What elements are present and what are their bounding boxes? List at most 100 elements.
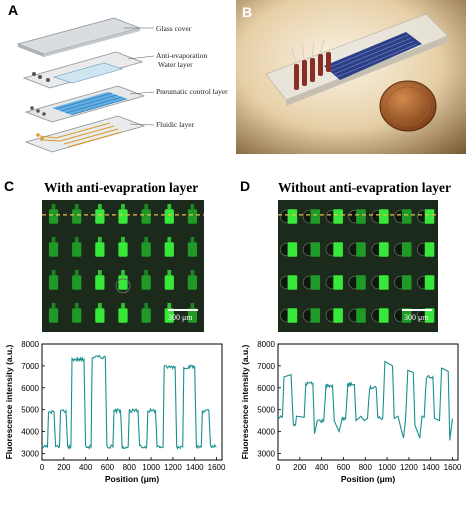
glass-cover-layer	[16, 17, 142, 55]
well	[371, 242, 389, 257]
scalebar-label-d: 300 μm	[404, 313, 429, 322]
well	[348, 275, 366, 290]
intensity-profile-c: 3000 4000 5000 6000 7000 8000 0 200 400 600 800 100…	[4, 340, 226, 484]
y-axis-label: Fluorescence intensity (a.u.)	[240, 344, 250, 459]
well	[141, 236, 151, 257]
well	[417, 308, 435, 323]
x-tick-label: 1000	[378, 463, 396, 472]
x-tick-label: 0	[40, 463, 45, 472]
x-tick-label: 600	[337, 463, 351, 472]
well	[302, 275, 321, 290]
x-tick-label: 0	[276, 463, 281, 472]
well	[325, 275, 343, 290]
well	[302, 209, 321, 224]
well	[348, 209, 366, 224]
well	[394, 209, 412, 224]
well	[95, 269, 105, 290]
well	[164, 269, 174, 290]
well	[394, 308, 412, 323]
y-tick-label: 5000	[21, 406, 39, 415]
plot-frame	[41, 343, 223, 461]
penny-coin	[379, 80, 437, 132]
panel-letter-c: C	[4, 178, 15, 194]
well	[95, 236, 105, 257]
well	[394, 242, 412, 257]
well	[302, 308, 321, 323]
label-anti-evaporation: Anti-evaporation	[156, 51, 208, 60]
well	[48, 203, 59, 224]
well	[48, 302, 59, 323]
micrograph-without-layer	[278, 200, 438, 332]
well	[302, 242, 321, 257]
x-tick-label: 1600	[444, 463, 462, 472]
well	[72, 302, 82, 323]
micrograph-wells	[42, 200, 204, 332]
x-tick-label: 400	[315, 463, 329, 472]
tubing-ports	[294, 52, 331, 90]
device-photo	[236, 0, 466, 154]
well	[48, 236, 59, 257]
scalebar-label-c: 300 μm	[168, 313, 193, 322]
x-tick-label: 1600	[208, 463, 226, 472]
well	[371, 275, 389, 290]
x-tick-label: 200	[293, 463, 307, 472]
well	[118, 236, 128, 257]
y-tick-label: 8000	[21, 340, 39, 349]
panel-title-c: With anti-evapration layer	[44, 180, 199, 195]
well	[187, 269, 198, 290]
label-pneumatic: Pneumatic control layer	[156, 87, 228, 96]
x-axis-label: Position (μm)	[341, 474, 395, 484]
well	[141, 269, 151, 290]
glass-cover-edge	[18, 44, 44, 57]
well	[371, 209, 389, 224]
y-axis-label: Fluorescence intensity (a.u.)	[4, 344, 14, 459]
y-tick-label: 7000	[21, 362, 39, 371]
y-tick-label: 5000	[257, 406, 275, 415]
y-tick-label: 4000	[257, 428, 275, 437]
well	[279, 242, 298, 257]
well	[187, 236, 198, 257]
x-tick-label: 1200	[164, 463, 182, 472]
well	[279, 308, 298, 323]
well	[348, 308, 366, 323]
x-tick-label: 400	[79, 463, 93, 472]
well	[95, 302, 105, 323]
micrograph-with-layer	[42, 200, 204, 332]
label-glass-cover: Glass cover	[156, 24, 192, 33]
x-tick-label: 600	[101, 463, 115, 472]
well	[72, 236, 82, 257]
panel-title-d: Without anti-evapration layer	[278, 180, 451, 195]
y-tick-label: 6000	[257, 384, 275, 393]
well	[279, 209, 298, 224]
device-exploded-view	[16, 17, 155, 153]
well	[325, 242, 343, 257]
x-tick-label: 1000	[142, 463, 160, 472]
panel-letter-d: D	[240, 178, 251, 194]
well	[48, 269, 59, 290]
well	[187, 302, 198, 323]
well	[72, 203, 82, 224]
x-tick-label: 800	[123, 463, 137, 472]
well	[394, 275, 412, 290]
well	[348, 242, 366, 257]
y-tick-label: 6000	[21, 384, 39, 393]
well	[164, 236, 174, 257]
x-tick-label: 1400	[422, 463, 440, 472]
micrograph-wells	[278, 200, 438, 332]
panel-letter-b: B	[242, 4, 253, 20]
y-tick-label: 3000	[257, 449, 275, 458]
well	[141, 203, 151, 224]
well	[118, 203, 128, 224]
well	[164, 302, 174, 323]
well	[325, 209, 343, 224]
well	[141, 302, 151, 323]
well	[325, 308, 343, 323]
x-axis-label: Position (μm)	[105, 474, 159, 484]
x-tick-label: 800	[359, 463, 373, 472]
well	[187, 203, 198, 224]
well	[95, 203, 105, 224]
plot-frame	[277, 343, 459, 461]
well	[72, 269, 82, 290]
label-fluidic: Fluidic layer	[156, 120, 195, 129]
